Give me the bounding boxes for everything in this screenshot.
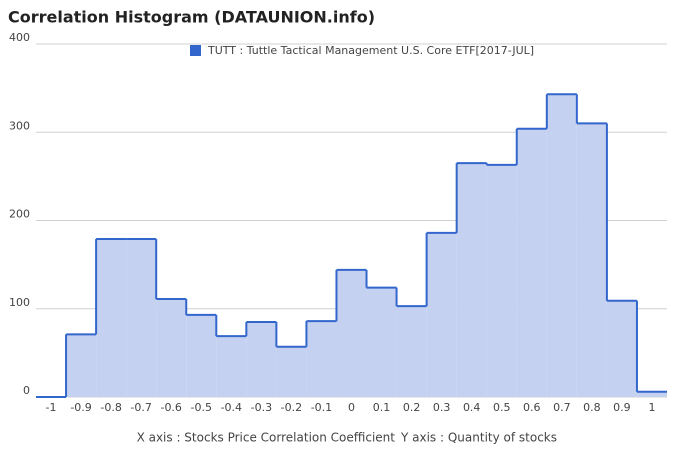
histogram-bar [636, 391, 667, 397]
x-tick-label: 0.6 [523, 401, 541, 414]
x-tick-label: 0 [348, 401, 355, 414]
y-axis-label: Y axis : Quantity of stocks [400, 431, 557, 445]
x-tick-label: 0.4 [463, 401, 481, 414]
histogram-bar [276, 346, 307, 397]
x-tick-label: 0.8 [583, 401, 601, 414]
legend-swatch [190, 45, 201, 56]
histogram-bar [606, 300, 637, 397]
histogram-bar [66, 334, 97, 397]
histogram-bar [216, 336, 247, 397]
x-tick-label: 0.1 [373, 401, 391, 414]
y-tick-label: 400 [9, 31, 30, 44]
x-tick-label: 0.5 [493, 401, 511, 414]
histogram-bar [486, 164, 517, 397]
y-tick-label: 0 [23, 384, 30, 397]
histogram-bar [96, 239, 127, 397]
y-tick-label: 100 [9, 296, 30, 309]
x-tick-label: -0.4 [221, 401, 242, 414]
histogram-bar [396, 306, 427, 397]
x-tick-label: -0.8 [100, 401, 121, 414]
x-tick-label: 0.9 [613, 401, 631, 414]
histogram-bar [246, 321, 277, 397]
x-axis-label: X axis : Stocks Price Correlation Coeffi… [137, 431, 396, 445]
histogram-bar [156, 299, 187, 397]
x-tick-label: -0.2 [281, 401, 302, 414]
legend-label: TUTT : Tuttle Tactical Management U.S. C… [207, 44, 534, 57]
x-tick-label: -1 [46, 401, 57, 414]
x-tick-label: -0.3 [251, 401, 272, 414]
x-tick-label: 0.3 [433, 401, 451, 414]
histogram-bar [516, 128, 547, 397]
y-tick-label: 200 [9, 208, 30, 221]
histogram-bar [426, 232, 457, 397]
histogram-bar [456, 163, 487, 397]
histogram-bar [186, 314, 217, 397]
x-tick-label: -0.6 [160, 401, 181, 414]
x-tick-label: -0.7 [130, 401, 151, 414]
x-tick-label: -0.9 [70, 401, 91, 414]
y-tick-label: 300 [9, 119, 30, 132]
histogram-bar [306, 321, 337, 397]
x-tick-label: 1 [648, 401, 655, 414]
histogram-bar [576, 123, 607, 398]
histogram-bar [126, 239, 157, 397]
legend-item: TUTT : Tuttle Tactical Management U.S. C… [190, 44, 534, 57]
histogram-bar [546, 94, 577, 398]
x-tick-label: -0.1 [311, 401, 332, 414]
histogram-bar [366, 287, 397, 397]
histogram-bar [336, 269, 367, 397]
x-tick-label: -0.5 [191, 401, 212, 414]
x-tick-label: 0.7 [553, 401, 571, 414]
chart-title: Correlation Histogram (DATAUNION.info) [8, 8, 375, 27]
x-tick-label: 0.2 [403, 401, 421, 414]
